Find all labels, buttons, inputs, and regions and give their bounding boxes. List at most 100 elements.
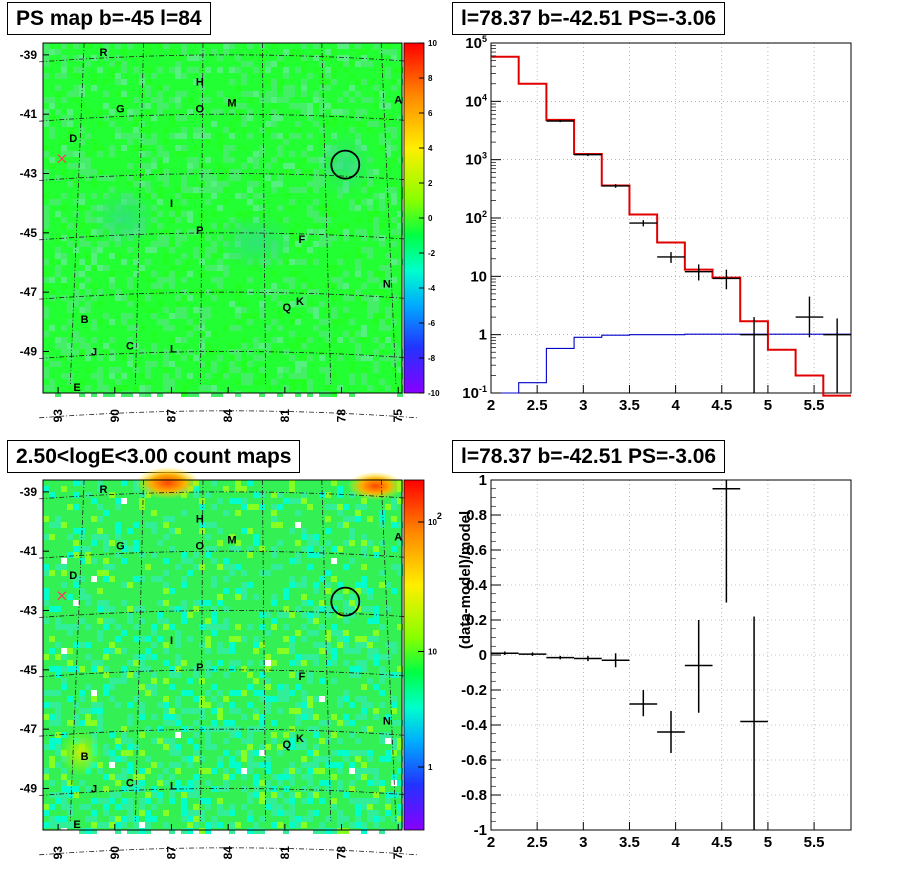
map-pixel — [265, 684, 271, 690]
map-pixel — [181, 289, 187, 295]
map-pixel — [259, 690, 265, 696]
map-pixel — [79, 828, 85, 834]
map-pixel — [367, 756, 373, 762]
map-pixel — [157, 235, 163, 241]
map-pixel — [115, 828, 121, 834]
map-pixel — [295, 247, 301, 253]
map-pixel — [271, 798, 277, 804]
map-pixel — [61, 295, 67, 301]
map-pixel — [271, 85, 277, 91]
map-pixel — [121, 768, 127, 774]
map-source-label: K — [296, 296, 304, 308]
map-pixel — [121, 630, 127, 636]
map-pixel — [217, 702, 223, 708]
map-pixel — [283, 798, 289, 804]
map-pixel — [97, 768, 103, 774]
map-pixel — [355, 666, 361, 672]
map-pixel — [241, 486, 247, 492]
map-pixel — [355, 810, 361, 816]
map-pixel — [91, 295, 97, 301]
ytick-label: -0.4 — [461, 717, 488, 734]
map-pixel — [49, 127, 55, 133]
map-pixel — [103, 786, 109, 792]
map-pixel — [361, 804, 367, 810]
map-pixel — [205, 97, 211, 103]
map-pixel — [331, 750, 337, 756]
map-pixel — [163, 229, 169, 235]
map-pixel — [73, 211, 79, 217]
map-pixel — [97, 606, 103, 612]
map-pixel — [319, 678, 325, 684]
map-pixel — [73, 349, 79, 355]
map-xtick-label: 84 — [221, 409, 235, 423]
map-xtick-label: 90 — [108, 409, 122, 423]
map-pixel — [253, 343, 259, 349]
map-ytick-label: -45 — [20, 226, 38, 240]
map-pixel — [133, 97, 139, 103]
map-pixel — [67, 660, 73, 666]
map-pixel — [385, 738, 391, 744]
map-pixel — [55, 265, 61, 271]
map-pixel — [229, 361, 235, 367]
colorbar — [404, 43, 424, 393]
map-pixel — [49, 163, 55, 169]
map-pixel — [289, 768, 295, 774]
map-pixel — [73, 151, 79, 157]
map-pixel — [91, 666, 97, 672]
map-pixel — [151, 528, 157, 534]
map-pixel — [379, 732, 385, 738]
map-pixel — [127, 528, 133, 534]
map-pixel — [175, 642, 181, 648]
map-pixel — [247, 43, 253, 49]
map-pixel — [175, 151, 181, 157]
map-pixel — [121, 672, 127, 678]
map-pixel — [169, 133, 175, 139]
map-pixel — [337, 43, 343, 49]
map-pixel — [205, 780, 211, 786]
map-pixel — [229, 157, 235, 163]
map-pixel — [367, 295, 373, 301]
map-pixel — [43, 744, 49, 750]
map-pixel — [265, 744, 271, 750]
map-pixel — [115, 295, 121, 301]
map-xtick-label: 75 — [391, 409, 405, 423]
map-pixel — [355, 199, 361, 205]
map-pixel — [91, 145, 97, 151]
map-pixel — [175, 528, 181, 534]
map-pixel — [313, 313, 319, 319]
map-pixel — [103, 115, 109, 121]
map-pixel — [163, 600, 169, 606]
map-pixel — [319, 73, 325, 79]
map2-title: 2.50<logE<3.00 count maps — [7, 440, 301, 473]
map-pixel — [355, 648, 361, 654]
map-pixel — [217, 355, 223, 361]
map-pixel — [151, 678, 157, 684]
map-pixel — [61, 223, 67, 229]
map-pixel — [289, 486, 295, 492]
map-pixel — [229, 343, 235, 349]
map-pixel — [295, 744, 301, 750]
map-pixel — [163, 678, 169, 684]
map-pixel — [163, 151, 169, 157]
map-pixel — [205, 181, 211, 187]
map-pixel — [355, 660, 361, 666]
map-pixel — [121, 79, 127, 85]
map-pixel — [169, 774, 175, 780]
map-pixel — [175, 97, 181, 103]
map-pixel — [391, 546, 397, 552]
map-source-label: R — [99, 484, 107, 496]
map-pixel — [199, 325, 205, 331]
map-pixel — [391, 367, 397, 373]
map-pixel — [109, 678, 115, 684]
map-pixel — [199, 528, 205, 534]
map-pixel — [223, 271, 229, 277]
map-pixel — [337, 630, 343, 636]
map-pixel — [157, 109, 163, 115]
map-pixel — [247, 756, 253, 762]
map-pixel — [109, 283, 115, 289]
map-pixel — [109, 151, 115, 157]
map-pixel — [277, 205, 283, 211]
map-pixel — [181, 828, 187, 834]
map-pixel — [163, 253, 169, 259]
map-pixel — [151, 133, 157, 139]
